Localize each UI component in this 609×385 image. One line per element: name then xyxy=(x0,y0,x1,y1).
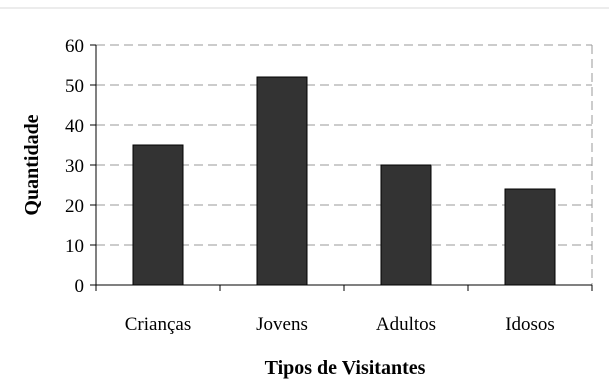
y-axis-title: Quantidade xyxy=(21,114,43,215)
y-tick-label: 50 xyxy=(65,76,84,97)
y-tick-labels: 0 10 20 30 40 50 60 xyxy=(65,36,84,297)
y-tick-label: 40 xyxy=(65,116,84,137)
x-tick-label: Jovens xyxy=(256,314,308,335)
bar-idosos xyxy=(504,188,556,286)
bar-adultos xyxy=(380,164,432,286)
axes xyxy=(90,44,593,291)
y-tick-label: 10 xyxy=(65,236,84,257)
x-tick-label: Adultos xyxy=(376,314,436,335)
x-tick-label: Crianças xyxy=(125,314,191,335)
x-axis-title: Tipos de Visitantes xyxy=(265,357,426,379)
y-tick-label: 20 xyxy=(65,196,84,217)
bars xyxy=(132,76,556,286)
x-tick-labels: Crianças Jovens Adultos Idosos xyxy=(125,314,555,335)
bar-jovens xyxy=(256,76,308,286)
y-tick-label: 60 xyxy=(65,36,84,57)
y-tick-label: 30 xyxy=(65,156,84,177)
x-tick-label: Idosos xyxy=(505,314,555,335)
bar-criancas xyxy=(132,144,184,286)
y-tick-label: 0 xyxy=(75,276,85,297)
